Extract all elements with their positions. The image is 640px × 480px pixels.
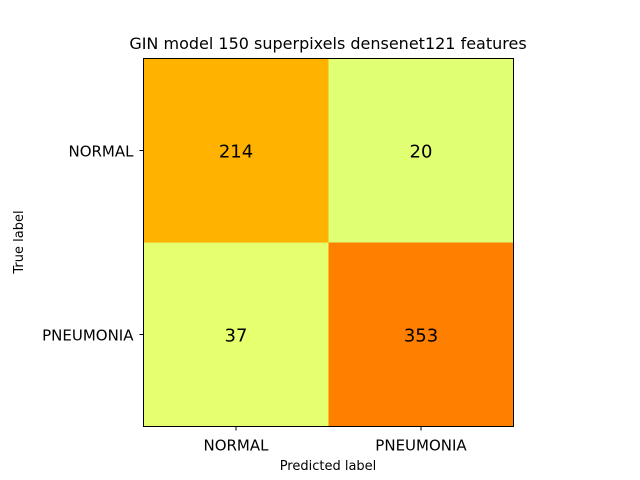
cell-value-0-0: 214 (219, 142, 253, 163)
heatmap-cell-1-0 (143, 242, 329, 427)
chart-title: GIN model 150 superpixels densenet121 fe… (129, 34, 526, 53)
heatmap-cell-1-1 (328, 242, 514, 427)
y-tick-label: NORMAL (68, 143, 134, 161)
y-tick-label: PNEUMONIA (42, 327, 134, 345)
cell-value-0-1: 20 (410, 142, 433, 163)
x-tick-label: NORMAL (203, 437, 269, 455)
cell-value-labels: 214 20 37 353 (219, 142, 438, 347)
cell-value-1-1: 353 (404, 326, 438, 347)
x-axis-ticks: NORMAL PNEUMONIA (203, 426, 467, 455)
x-tick-label: PNEUMONIA (375, 437, 467, 455)
cell-value-1-0: 37 (225, 326, 248, 347)
plot-frame (143, 58, 514, 427)
heatmap-cell-0-1 (328, 58, 514, 243)
x-axis-label: Predicted label (280, 459, 377, 474)
heatmap-cells (143, 58, 514, 427)
y-axis-label: True label (12, 210, 27, 274)
heatmap-cell-0-0 (143, 58, 329, 243)
y-axis-ticks: NORMAL PNEUMONIA (42, 143, 144, 345)
